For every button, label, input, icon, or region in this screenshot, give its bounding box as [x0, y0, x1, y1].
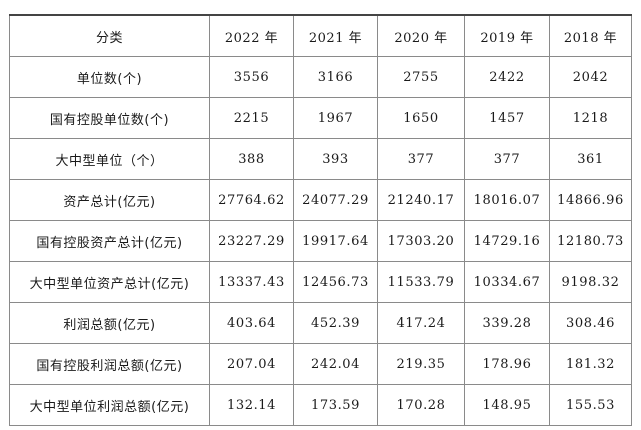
table-row: 国有控股单位数(个) 2215 1967 1650 1457 1218	[9, 97, 632, 139]
row-label: 利润总额(亿元)	[9, 302, 210, 344]
cell-value: 388	[209, 138, 294, 180]
cell-value: 24077.29	[293, 179, 378, 221]
cell-value: 11533.79	[377, 261, 465, 303]
cell-value: 377	[464, 138, 550, 180]
cell-value: 178.96	[464, 343, 550, 385]
cell-value: 170.28	[377, 384, 465, 426]
row-label: 大中型单位利润总额(亿元)	[9, 384, 210, 426]
cell-value: 417.24	[377, 302, 465, 344]
table-row: 大中型单位（个） 388 393 377 377 361	[9, 138, 632, 180]
statistics-table-container: 分类 2022 年 2021 年 2020 年 2019 年 2018 年 单位…	[9, 14, 632, 426]
header-category: 分类	[9, 14, 210, 57]
cell-value: 173.59	[293, 384, 378, 426]
row-label: 国有控股利润总额(亿元)	[9, 343, 210, 385]
table-row: 国有控股资产总计(亿元) 23227.29 19917.64 17303.20 …	[9, 220, 632, 262]
table-row: 资产总计(亿元) 27764.62 24077.29 21240.17 1801…	[9, 179, 632, 221]
cell-value: 27764.62	[209, 179, 294, 221]
cell-value: 1967	[293, 97, 378, 139]
cell-value: 242.04	[293, 343, 378, 385]
cell-value: 3166	[293, 56, 378, 98]
cell-value: 18016.07	[464, 179, 550, 221]
cell-value: 2422	[464, 56, 550, 98]
cell-value: 19917.64	[293, 220, 378, 262]
cell-value: 339.28	[464, 302, 550, 344]
cell-value: 148.95	[464, 384, 550, 426]
cell-value: 3556	[209, 56, 294, 98]
cell-value: 452.39	[293, 302, 378, 344]
cell-value: 377	[377, 138, 465, 180]
cell-value: 1457	[464, 97, 550, 139]
cell-value: 181.32	[549, 343, 632, 385]
table-row: 利润总额(亿元) 403.64 452.39 417.24 339.28 308…	[9, 302, 632, 344]
cell-value: 9198.32	[549, 261, 632, 303]
table-row: 大中型单位资产总计(亿元) 13337.43 12456.73 11533.79…	[9, 261, 632, 303]
cell-value: 308.46	[549, 302, 632, 344]
header-year-2019: 2019 年	[464, 14, 550, 57]
cell-value: 14866.96	[549, 179, 632, 221]
header-year-2020: 2020 年	[377, 14, 465, 57]
cell-value: 12456.73	[293, 261, 378, 303]
cell-value: 2042	[549, 56, 632, 98]
row-label: 资产总计(亿元)	[9, 179, 210, 221]
cell-value: 219.35	[377, 343, 465, 385]
table-body: 单位数(个) 3556 3166 2755 2422 2042 国有控股单位数(…	[9, 56, 632, 426]
header-year-2022: 2022 年	[209, 14, 294, 57]
cell-value: 23227.29	[209, 220, 294, 262]
header-row: 分类 2022 年 2021 年 2020 年 2019 年 2018 年	[9, 14, 632, 57]
cell-value: 2755	[377, 56, 465, 98]
table-row: 单位数(个) 3556 3166 2755 2422 2042	[9, 56, 632, 98]
cell-value: 13337.43	[209, 261, 294, 303]
cell-value: 132.14	[209, 384, 294, 426]
table-row: 国有控股利润总额(亿元) 207.04 242.04 219.35 178.96…	[9, 343, 632, 385]
row-label: 国有控股资产总计(亿元)	[9, 220, 210, 262]
cell-value: 207.04	[209, 343, 294, 385]
cell-value: 17303.20	[377, 220, 465, 262]
cell-value: 361	[549, 138, 632, 180]
row-label: 大中型单位资产总计(亿元)	[9, 261, 210, 303]
row-label: 单位数(个)	[9, 56, 210, 98]
cell-value: 1218	[549, 97, 632, 139]
cell-value: 12180.73	[549, 220, 632, 262]
cell-value: 1650	[377, 97, 465, 139]
table-row: 大中型单位利润总额(亿元) 132.14 173.59 170.28 148.9…	[9, 384, 632, 426]
cell-value: 14729.16	[464, 220, 550, 262]
cell-value: 393	[293, 138, 378, 180]
cell-value: 2215	[209, 97, 294, 139]
header-year-2021: 2021 年	[293, 14, 378, 57]
statistics-table: 分类 2022 年 2021 年 2020 年 2019 年 2018 年 单位…	[9, 14, 632, 426]
cell-value: 403.64	[209, 302, 294, 344]
table-header: 分类 2022 年 2021 年 2020 年 2019 年 2018 年	[9, 14, 632, 57]
cell-value: 155.53	[549, 384, 632, 426]
cell-value: 10334.67	[464, 261, 550, 303]
row-label: 大中型单位（个）	[9, 138, 210, 180]
cell-value: 21240.17	[377, 179, 465, 221]
row-label: 国有控股单位数(个)	[9, 97, 210, 139]
header-year-2018: 2018 年	[549, 14, 632, 57]
